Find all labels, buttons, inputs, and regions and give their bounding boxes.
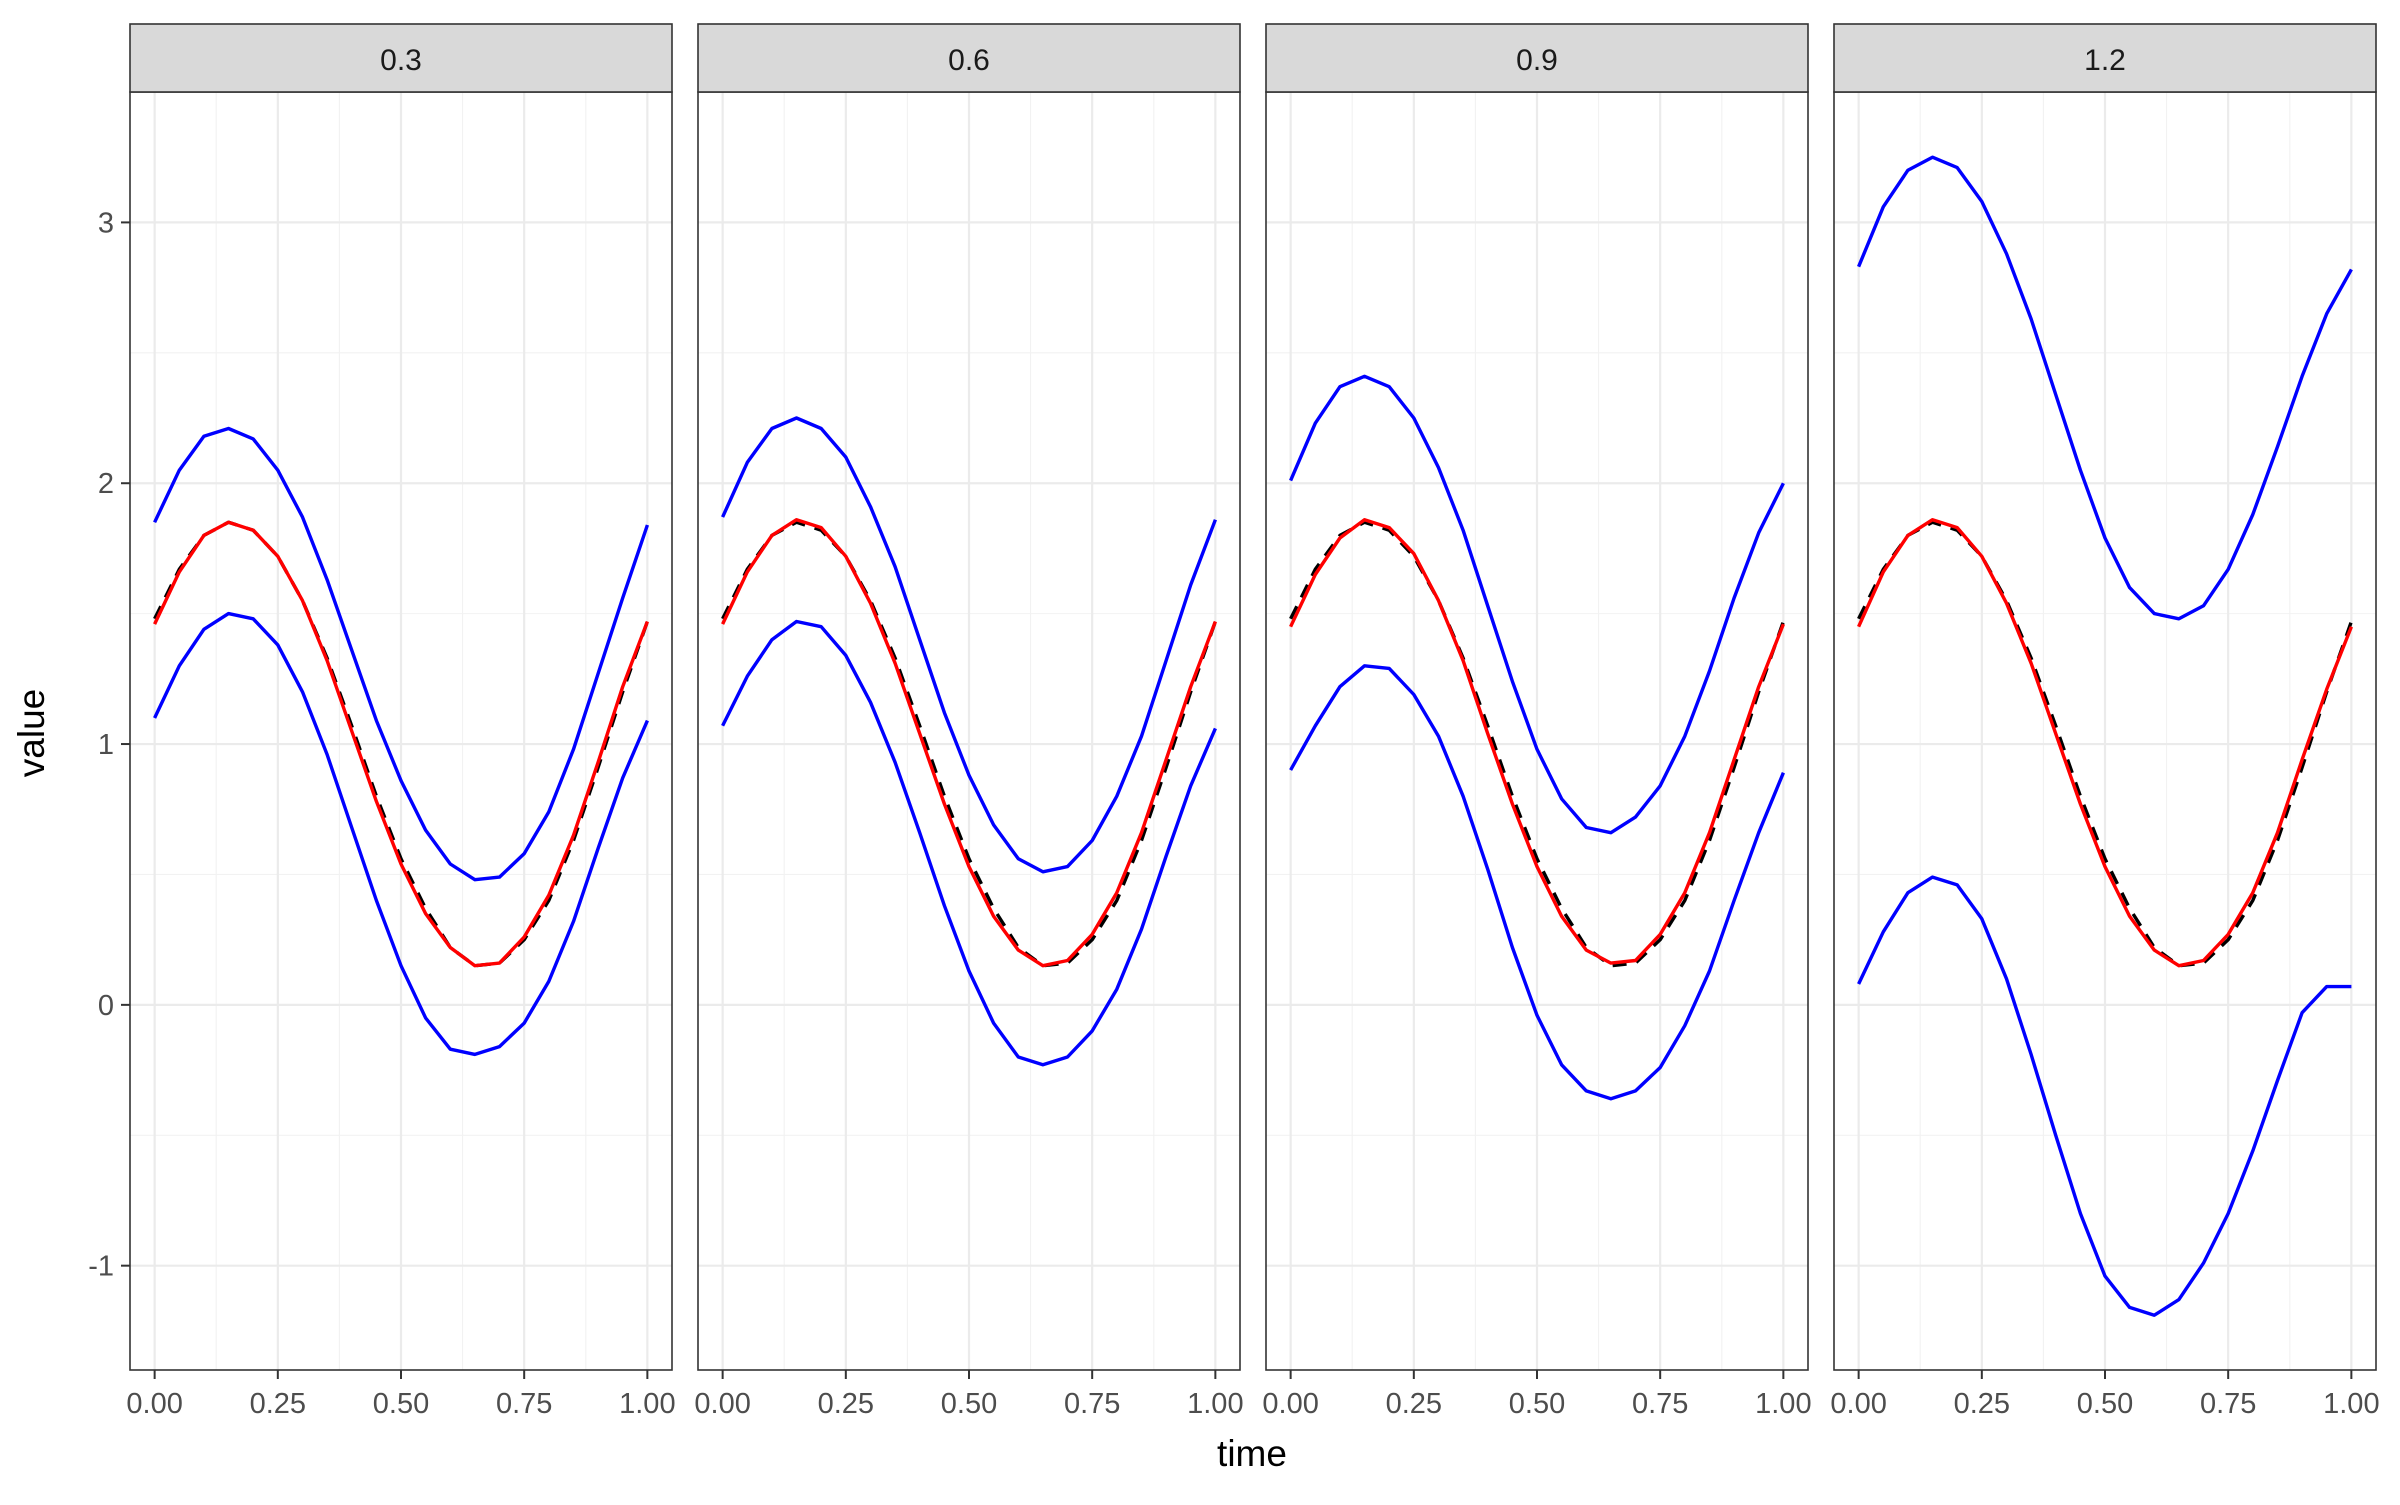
x-tick-label: 0.00	[694, 1388, 750, 1420]
x-tick-label: 0.25	[1386, 1388, 1442, 1420]
x-tick-label: 0.00	[1830, 1388, 1886, 1420]
facet-strip-label: 0.6	[948, 44, 990, 77]
panels-layer: 0.30.00 0.25 0.50 0.75 1.000.60.00 0.25 0.50 0.…	[126, 23, 2380, 1420]
x-tick-label: 0.75	[1632, 1388, 1688, 1420]
y-tick-label: -1	[88, 1251, 114, 1283]
blue-band-line	[153, 426, 650, 882]
y-axis-title: value	[11, 689, 52, 777]
facet-panel: 1.2 0.00 0.25 0.50 0.75 1.00	[1830, 23, 2380, 1420]
x-tick-label: 0.00	[1262, 1388, 1318, 1420]
red-estimate-line	[153, 520, 649, 968]
y-tick-label: 3	[98, 207, 114, 239]
blue-band-line	[1857, 875, 2352, 1317]
x-tick-label: 0.50	[2077, 1388, 2133, 1420]
facet-strip	[697, 23, 1241, 93]
y-axis: -1 0 1 2 3	[88, 207, 130, 1283]
facet-panel: 0.3 0.00 0.25 0.50 0.75 1.00	[126, 23, 676, 1420]
x-tick-label: 0.75	[1064, 1388, 1120, 1420]
facet-panel: 0.9 0.00 0.25 0.50 0.75 1.00	[1262, 23, 1812, 1420]
y-tick-label: 1	[98, 729, 114, 761]
x-tick-label: 1.00	[2323, 1388, 2379, 1420]
facet-strip-label: 0.3	[380, 44, 422, 77]
blue-band-line	[1289, 374, 1785, 835]
x-tick-label: 0.50	[941, 1388, 997, 1420]
x-tick-label: 1.00	[1755, 1388, 1811, 1420]
x-tick-label: 0.50	[1509, 1388, 1565, 1420]
blue-band-line	[1289, 664, 1785, 1101]
x-tick-label: 0.75	[496, 1388, 552, 1420]
black-dashed-line	[1289, 520, 1786, 968]
red-estimate-line	[1857, 518, 2353, 968]
x-tick-label: 0.00	[126, 1388, 182, 1420]
x-tick-label: 0.25	[1954, 1388, 2010, 1420]
x-tick-label: 0.50	[373, 1388, 429, 1420]
facet-strip	[129, 23, 673, 93]
facet-strip	[1265, 23, 1809, 93]
blue-band-line	[1857, 155, 2353, 621]
facet-strip-label: 1.2	[2084, 44, 2126, 77]
x-axis-title: time	[1217, 1433, 1287, 1474]
facet-strip	[1833, 23, 2377, 93]
x-tick-label: 1.00	[1187, 1388, 1243, 1420]
x-tick-label: 0.25	[818, 1388, 874, 1420]
red-estimate-line	[1289, 518, 1785, 965]
y-tick-label: 0	[98, 990, 114, 1022]
red-estimate-line	[721, 518, 1217, 968]
x-tick-label: 0.75	[2200, 1388, 2256, 1420]
black-dashed-line	[1857, 520, 2354, 968]
x-tick-label: 0.25	[250, 1388, 306, 1420]
black-dashed-line	[721, 520, 1218, 968]
x-tick-label: 1.00	[619, 1388, 675, 1420]
y-tick-label: 2	[98, 468, 114, 500]
blue-band-line	[721, 416, 1217, 874]
blue-band-line	[721, 619, 1217, 1067]
facet-panel: 0.6 0.00 0.25 0.50 0.75 1.00	[694, 23, 1244, 1420]
blue-band-line	[153, 611, 649, 1057]
facet-strip-label: 0.9	[1516, 44, 1558, 77]
